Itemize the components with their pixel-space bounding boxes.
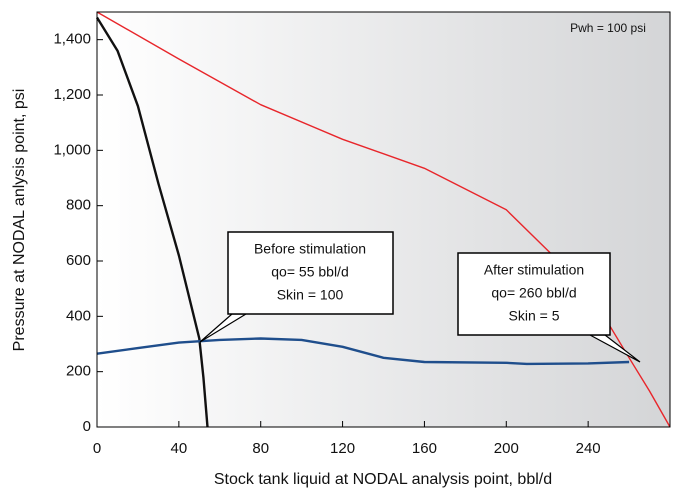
plot-area <box>97 12 670 427</box>
y-tick-label: 0 <box>83 418 91 435</box>
annotation-text: qo= 260 bbl/d <box>491 285 576 301</box>
y-tick-label: 400 <box>66 307 91 324</box>
x-tick-label: 0 <box>93 440 101 457</box>
x-tick-label: 160 <box>412 440 437 457</box>
plot-frame <box>96 11 671 428</box>
x-tick-label: 240 <box>576 440 601 457</box>
x-tick-label: 40 <box>171 440 188 457</box>
x-tick-label: 80 <box>252 440 269 457</box>
y-tick-label: 200 <box>66 363 91 380</box>
callout-box <box>457 252 611 336</box>
y-axis-label: Pressure at NODAL anlysis point, psi <box>11 89 28 352</box>
callout-box <box>227 231 394 315</box>
annotation-text: Skin = 5 <box>509 308 560 324</box>
curve <box>95 16 209 428</box>
y-tick-label: 1,200 <box>53 86 91 103</box>
plot-layer <box>95 11 671 428</box>
annotation-text: After stimulation <box>484 262 584 278</box>
annotation-text: Skin = 100 <box>277 287 344 303</box>
curve <box>96 337 630 366</box>
annotation-text: Pwh = 100 psi <box>570 21 646 35</box>
y-tick-label: 1,400 <box>53 31 91 48</box>
y-tick-label: 600 <box>66 252 91 269</box>
annotation-after: After stimulation qo= 260 bbl/d Skin = 5 <box>457 252 641 363</box>
x-tick-label: 200 <box>494 440 519 457</box>
y-tick-label: 1,000 <box>53 141 91 158</box>
curve <box>96 11 671 428</box>
annotation-text: qo= 55 bbl/d <box>271 264 348 280</box>
x-axis-label: Stock tank liquid at NODAL analysis poin… <box>214 471 552 488</box>
x-tick-label: 120 <box>330 440 355 457</box>
annotation-text: Before stimulation <box>254 241 366 257</box>
annotation-before: Before stimulation qo= 55 bbl/d Skin = 1… <box>199 231 394 343</box>
y-tick-label: 800 <box>66 197 91 214</box>
